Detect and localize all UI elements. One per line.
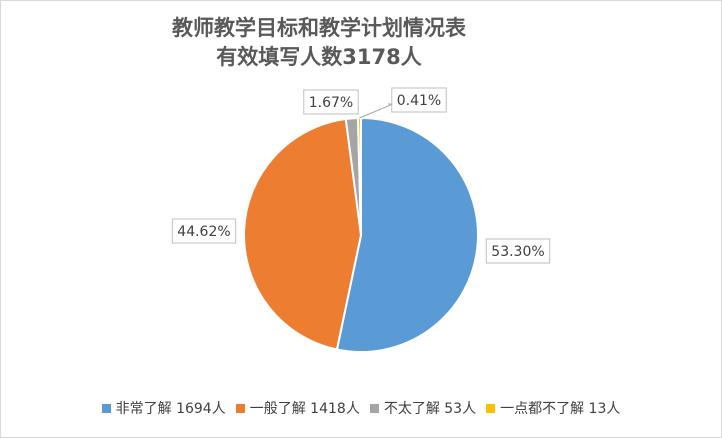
pie-slice [243, 117, 363, 351]
legend-label: 不太了解 53人 [383, 401, 477, 417]
pie-slice [356, 116, 362, 236]
legend-swatch [101, 403, 111, 413]
label-box [391, 87, 447, 113]
legend-label: 非常了解 1694人 [115, 401, 226, 417]
legend-label: 一点都不了解 13人 [500, 401, 621, 417]
data-label: 1.67% [309, 95, 353, 111]
legend-item: 不太了解 53人 [369, 398, 477, 418]
legend-swatch [369, 403, 379, 413]
label-box [171, 218, 237, 244]
chart-title: 教师教学目标和教学计划情况表 [172, 16, 467, 40]
data-label: 53.30% [491, 244, 544, 260]
leader-line [359, 103, 394, 119]
pie-slice [335, 116, 479, 353]
data-label: 44.62% [177, 224, 230, 240]
label-box [303, 89, 359, 115]
legend-swatch [486, 403, 496, 413]
legend-label: 一般了解 1418人 [249, 401, 360, 417]
chart-subtitle: 有效填写人数3178人 [216, 45, 421, 69]
legend-swatch [235, 403, 245, 413]
legend-item: 一点都不了解 13人 [486, 398, 620, 418]
legend: 非常了解 1694人 一般了解 1418人 不太了解 53人 一点都不了解 13人 [1, 398, 721, 418]
chart-svg: 教师教学目标和教学计划情况表 有效填写人数3178人 53.30% 44.62% 1… [171, 16, 551, 353]
legend-item: 一般了解 1418人 [235, 398, 360, 418]
data-label: 0.41% [397, 93, 441, 109]
legend-item: 非常了解 1694人 [101, 398, 226, 418]
label-box [485, 238, 551, 264]
